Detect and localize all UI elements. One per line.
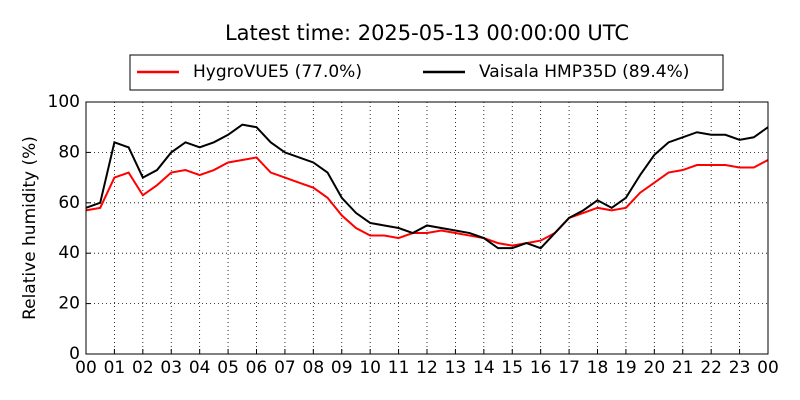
x-tick-label: 01: [104, 358, 126, 378]
x-tick-label: 17: [558, 358, 580, 378]
x-tick-label: 12: [416, 358, 438, 378]
x-tick-label: 05: [217, 358, 239, 378]
legend-label: HygroVUE5 (77.0%): [193, 62, 362, 82]
x-tick-label: 19: [615, 358, 637, 378]
data-line: [85, 123, 769, 250]
x-tick-label: 09: [331, 358, 353, 378]
x-tick-label: 22: [700, 358, 722, 378]
x-tick-label: 07: [274, 358, 296, 378]
y-tick-label: 60: [58, 193, 80, 213]
x-tick-label: 06: [246, 358, 268, 378]
x-tick-label: 11: [388, 358, 410, 378]
x-tick-label: 00: [75, 358, 97, 378]
y-axis-label: Relative humidity (%): [20, 136, 40, 320]
x-tick-label: 02: [132, 358, 154, 378]
x-tick-label: 03: [160, 358, 182, 378]
legend-label: Vaisala HMP35D (89.4%): [479, 62, 689, 82]
y-tick-label: 20: [58, 294, 80, 314]
plot-frame: [85, 101, 769, 355]
y-tick-label: 80: [58, 142, 80, 162]
x-tick-label: 08: [303, 358, 325, 378]
x-tick-label: 18: [587, 358, 609, 378]
x-tick-label: 16: [530, 358, 552, 378]
x-tick-label: 15: [501, 358, 523, 378]
x-tick-label: 00: [757, 358, 779, 378]
x-tick-label: 10: [359, 358, 381, 378]
x-tick-label: 14: [473, 358, 495, 378]
x-tick-label: 23: [729, 358, 751, 378]
y-tick-label: 40: [58, 243, 80, 263]
x-tick-label: 04: [189, 358, 211, 378]
x-tick-label: 20: [644, 358, 666, 378]
chart-title: Latest time: 2025-05-13 00:00:00 UTC: [225, 21, 629, 45]
y-tick-label: 100: [48, 92, 80, 112]
x-tick-label: 13: [445, 358, 467, 378]
y-tick-label: 0: [69, 344, 80, 364]
x-tick-label: 21: [672, 358, 694, 378]
data-line: [85, 156, 769, 247]
